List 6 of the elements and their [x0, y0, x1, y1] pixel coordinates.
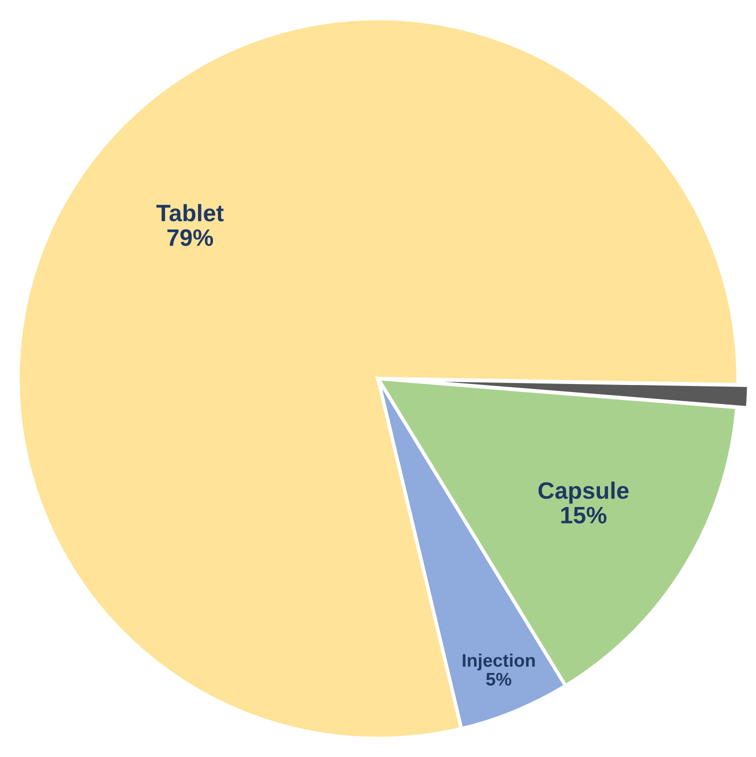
data-label: 79%	[167, 229, 214, 246]
slice-label: Capsule	[538, 482, 629, 504]
data-label: 5%	[486, 672, 512, 686]
slice-label: Tablet	[156, 204, 224, 222]
data-label: 15%	[561, 506, 606, 524]
slice-label: Injection	[462, 654, 535, 670]
